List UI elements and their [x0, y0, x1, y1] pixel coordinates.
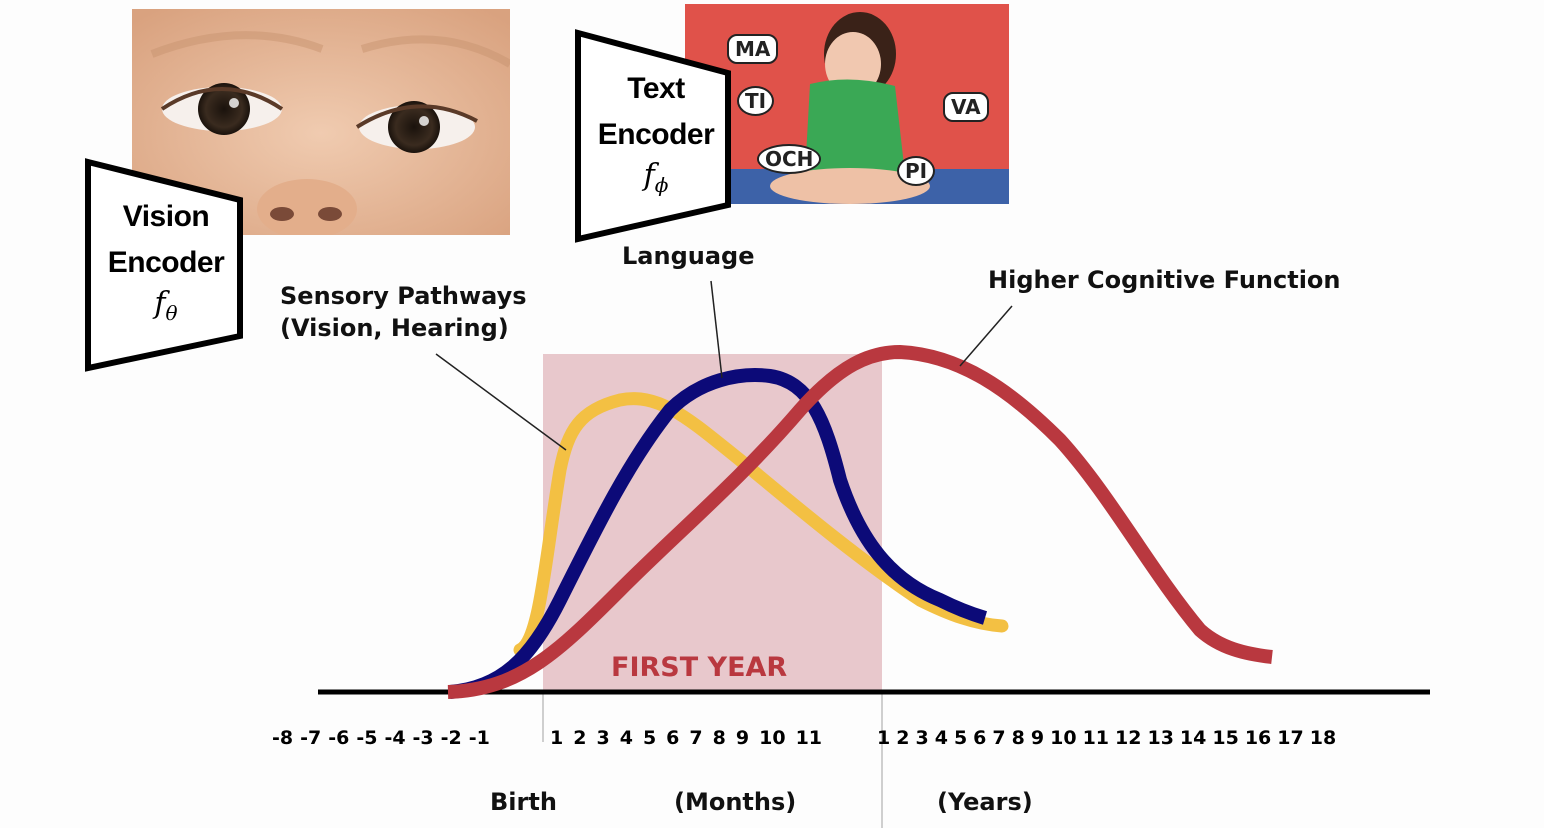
language-curve: [449, 368, 988, 699]
language-leader-line: [710, 280, 723, 379]
birth-label: Birth: [490, 788, 557, 816]
vision-encoder-shape: [85, 158, 243, 372]
speech-bubble: OCH: [757, 144, 822, 174]
speech-bubble: MA: [727, 34, 779, 64]
higher-leader-line: [959, 305, 1013, 367]
sensory-pathways-annotation: Sensory Pathways (Vision, Hearing): [280, 282, 527, 342]
higher-cognitive-annotation: Higher Cognitive Function: [988, 266, 1341, 294]
months-label: (Months): [674, 788, 797, 816]
sensory-curve: [513, 392, 1009, 657]
speech-bubble: PI: [897, 156, 936, 186]
prenatal-ticks: -8 -7 -6 -5 -4 -3 -2 -1: [272, 727, 490, 749]
speech-bubble: TI: [737, 86, 775, 116]
sensory-leader-line: [435, 353, 567, 451]
first-year-label: FIRST YEAR: [611, 652, 788, 683]
years-label: (Years): [937, 788, 1033, 816]
baby-speech-photo: MA TI VA OCH PI: [685, 4, 1009, 204]
speech-bubble: VA: [943, 92, 989, 122]
language-annotation: Language: [622, 242, 755, 270]
year-ticks: 1 2 3 4 5 6 7 8 9 10 11 12 13 14 15 16 17 18: [877, 727, 1337, 749]
text-encoder-symbol: fϕ: [643, 158, 669, 197]
vision-encoder-label: Vision Encoder fθ: [96, 194, 236, 325]
text-encoder-shape: [575, 29, 731, 243]
text-encoder-label: Text Encoder fϕ: [584, 66, 728, 197]
infant-eyes-photo: [132, 9, 510, 235]
higher-cognitive-curve: [447, 344, 1273, 699]
vision-encoder-symbol: fθ: [154, 286, 178, 325]
month-ticks: 1 2 3 4 5 6 7 8 9 10 11: [550, 727, 823, 749]
